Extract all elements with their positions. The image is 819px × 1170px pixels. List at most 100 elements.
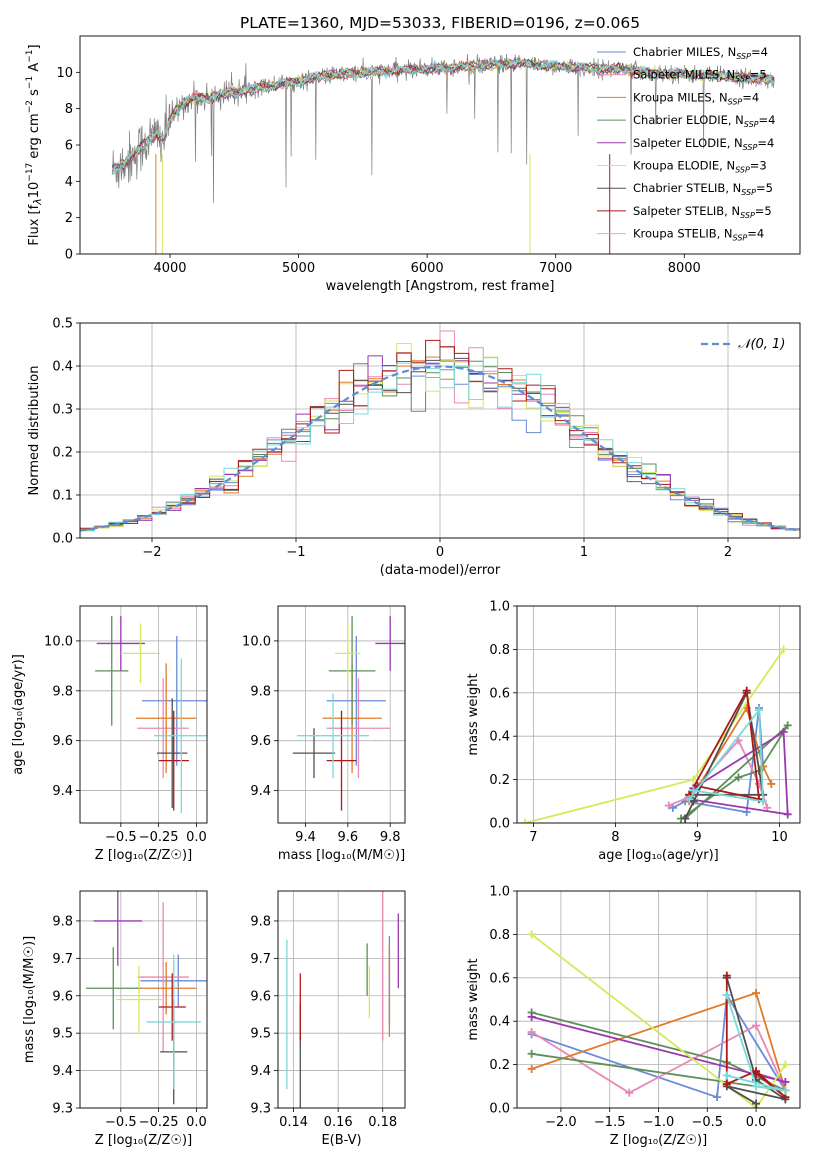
y-tick-label: 10.0 [44, 634, 73, 649]
x-axis-label: age [log₁₀(age/yr)] [598, 848, 719, 863]
y-tick-label: 0.4 [52, 360, 73, 375]
y-tick-label: 9.4 [52, 784, 73, 799]
x-tick-label: −0.25 [139, 830, 179, 845]
weight-point-marker [779, 727, 788, 736]
y-tick-label: 9.6 [52, 734, 73, 749]
y-tick-label: 9.8 [250, 684, 271, 699]
y-tick-label: 9.3 [52, 1102, 73, 1117]
x-tick-label: 7 [529, 830, 537, 845]
legend-label-text: Chabrier ELODIE, N [633, 113, 744, 127]
weight-point-marker [722, 1071, 731, 1080]
y-axis-label: Normed distribution [27, 366, 42, 496]
y-tick-label: 1.0 [489, 600, 510, 615]
y-tick-label: 0.2 [489, 1058, 510, 1073]
weight-point-marker [681, 814, 690, 823]
weight-point-marker [527, 930, 536, 939]
residuals-panel: −2 −1 0 1 2 0.0 0.1 0.2 0.3 0.4 0.5 (data-model)/er… [27, 317, 801, 578]
weight-vs-metallicity-panel: −2.0 −1.5 −1.0 −0.5 0.0 0.0 0.2 0.4 0.6 0.8 1.0 Z [… [466, 885, 801, 1148]
weight-point-marker [752, 1082, 761, 1091]
weight-series-line [688, 687, 761, 801]
y-axis-label: mass [log₁₀(M/M☉)] [22, 936, 37, 1063]
weight-point-marker [689, 797, 698, 806]
y-axis-label-part: A [27, 63, 42, 76]
y-tick-label: 8 [65, 102, 73, 117]
y-tick-label: 0.8 [489, 928, 510, 943]
y-tick-label: 9.7 [52, 952, 73, 967]
weight-vs-age-panel: 7 8 9 10 0.0 0.2 0.4 0.6 0.8 1.0 age [log₁₀(age/yr… [466, 600, 801, 863]
x-axis-label: mass [log₁₀(M/M☉)] [278, 848, 405, 863]
legend-label: Salpeter STELIB, NSSP=5 [633, 204, 772, 220]
axes-frame [277, 605, 406, 824]
y-tick-label: 0.0 [489, 1102, 510, 1117]
y-tick-label: 9.5 [250, 1027, 271, 1042]
x-tick-label: 10 [771, 830, 788, 845]
model-spectrum-line [111, 57, 775, 169]
weight-point-marker [752, 1021, 761, 1030]
x-tick-label: 9.6 [338, 830, 359, 845]
weight-point-marker [527, 1049, 536, 1058]
legend-label-sub: SSP [743, 143, 758, 152]
legend-label-text: =5 [755, 204, 772, 218]
weight-point-marker [781, 1060, 790, 1069]
legend-label-text: =4 [759, 113, 776, 127]
y-tick-label: 0.2 [489, 773, 510, 788]
x-axis-label: Z [log₁₀(Z/Z☉)] [95, 1133, 192, 1148]
y-tick-label: 2 [65, 211, 73, 226]
x-tick-label: 0.0 [186, 830, 207, 845]
weight-point-marker [752, 1099, 761, 1108]
weight-point-marker [752, 988, 761, 997]
y-axis-label-part: λ [31, 198, 44, 206]
x-tick-label: −0.5 [692, 1115, 724, 1130]
y-axis-label-part: −1 [25, 49, 35, 62]
weight-point-marker [521, 819, 530, 823]
y-tick-label: 0.0 [52, 532, 73, 547]
legend-label-sub: SSP [733, 234, 748, 243]
y-axis-label: age [log₁₀(age/yr)] [11, 654, 26, 775]
y-tick-label: 0.2 [52, 446, 73, 461]
x-tick-label: −1.5 [594, 1115, 626, 1130]
legend-label-text: Kroupa ELODIE, N [633, 159, 735, 173]
weight-point-marker [685, 795, 694, 804]
y-tick-label: 9.5 [52, 1027, 73, 1042]
weight-point-marker [754, 795, 763, 804]
y-tick-label: 10 [56, 66, 73, 81]
legend-label: Kroupa STELIB, NSSP=4 [633, 227, 764, 243]
x-tick-label: 7000 [539, 261, 572, 276]
x-tick-label: −1.0 [643, 1115, 675, 1130]
weight-point-marker [713, 1093, 722, 1102]
legend-label: Chabrier STELIB, NSSP=5 [633, 181, 773, 197]
legend-label-text: Chabrier STELIB, N [633, 181, 741, 195]
legend-label: 𝒩(0, 1) [738, 337, 785, 352]
weight-point-marker [689, 775, 698, 784]
legend-label-sub: SSP [744, 120, 759, 129]
legend-label: Chabrier ELODIE, NSSP=4 [633, 113, 775, 129]
x-tick-label: 0 [436, 545, 444, 560]
weight-point-marker [783, 810, 792, 819]
y-tick-label: 9.4 [250, 784, 271, 799]
x-tick-label: 0.0 [186, 1115, 207, 1130]
y-tick-label: 9.6 [250, 989, 271, 1004]
weight-point-marker [759, 797, 768, 806]
weight-point-marker [664, 801, 673, 810]
age-vs-mass-panel: 9.4 9.6 9.8 9.4 9.6 9.8 10.0 mass [log₁₀(M/M☉)] [242, 605, 406, 863]
weight-series-line [688, 707, 765, 803]
x-tick-label: 9.8 [380, 830, 401, 845]
x-tick-label: −1 [286, 545, 305, 560]
legend-label-text: Salpeter ELODIE, N [633, 136, 743, 150]
spectrum-lines [111, 53, 775, 254]
y-tick-label: 0.3 [52, 403, 73, 418]
x-tick-label: −0.5 [105, 830, 137, 845]
y-tick-label: 4 [65, 175, 73, 190]
y-tick-label: 9.8 [250, 914, 271, 929]
weight-point-marker [734, 773, 743, 782]
y-axis-label-part: Flux [f [27, 204, 42, 245]
weight-point-marker [754, 706, 763, 715]
y-tick-label: 9.8 [52, 684, 73, 699]
y-tick-label: 0.1 [52, 489, 73, 504]
y-tick-label: 0.6 [489, 686, 510, 701]
errorbar-group [95, 615, 207, 814]
y-axis-label: mass weight [466, 958, 481, 1040]
axes-frame [79, 322, 801, 539]
y-axis-label-part: erg cm [27, 113, 42, 162]
